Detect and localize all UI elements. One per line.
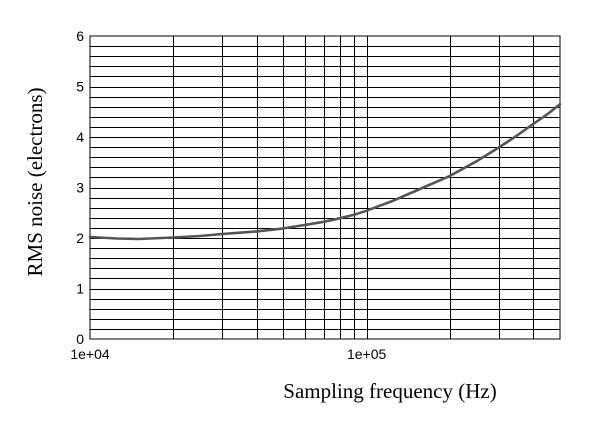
y-tick-label: 0: [76, 331, 84, 347]
grid: [90, 36, 560, 339]
x-tick-label: 1e+04: [70, 346, 110, 362]
y-tick-label: 4: [76, 129, 84, 145]
series-layer: [88, 102, 562, 241]
series-line-0: [88, 102, 562, 241]
y-tick-label: 5: [76, 79, 84, 95]
x-tick-labels: 1e+04 1e+05: [70, 346, 386, 362]
y-tick-label: 6: [76, 28, 84, 44]
y-axis-title: RMS noise (electrons): [23, 88, 47, 277]
y-tick-label: 2: [76, 230, 84, 246]
y-tick-label: 3: [76, 180, 84, 196]
plot-frame: [89, 35, 561, 340]
y-tick-labels: 0 1 2 3 4 5 6: [76, 28, 84, 347]
x-axis-title: Sampling frequency (Hz): [283, 379, 496, 403]
y-tick-label: 1: [76, 281, 84, 297]
x-tick-label: 1e+05: [347, 346, 387, 362]
